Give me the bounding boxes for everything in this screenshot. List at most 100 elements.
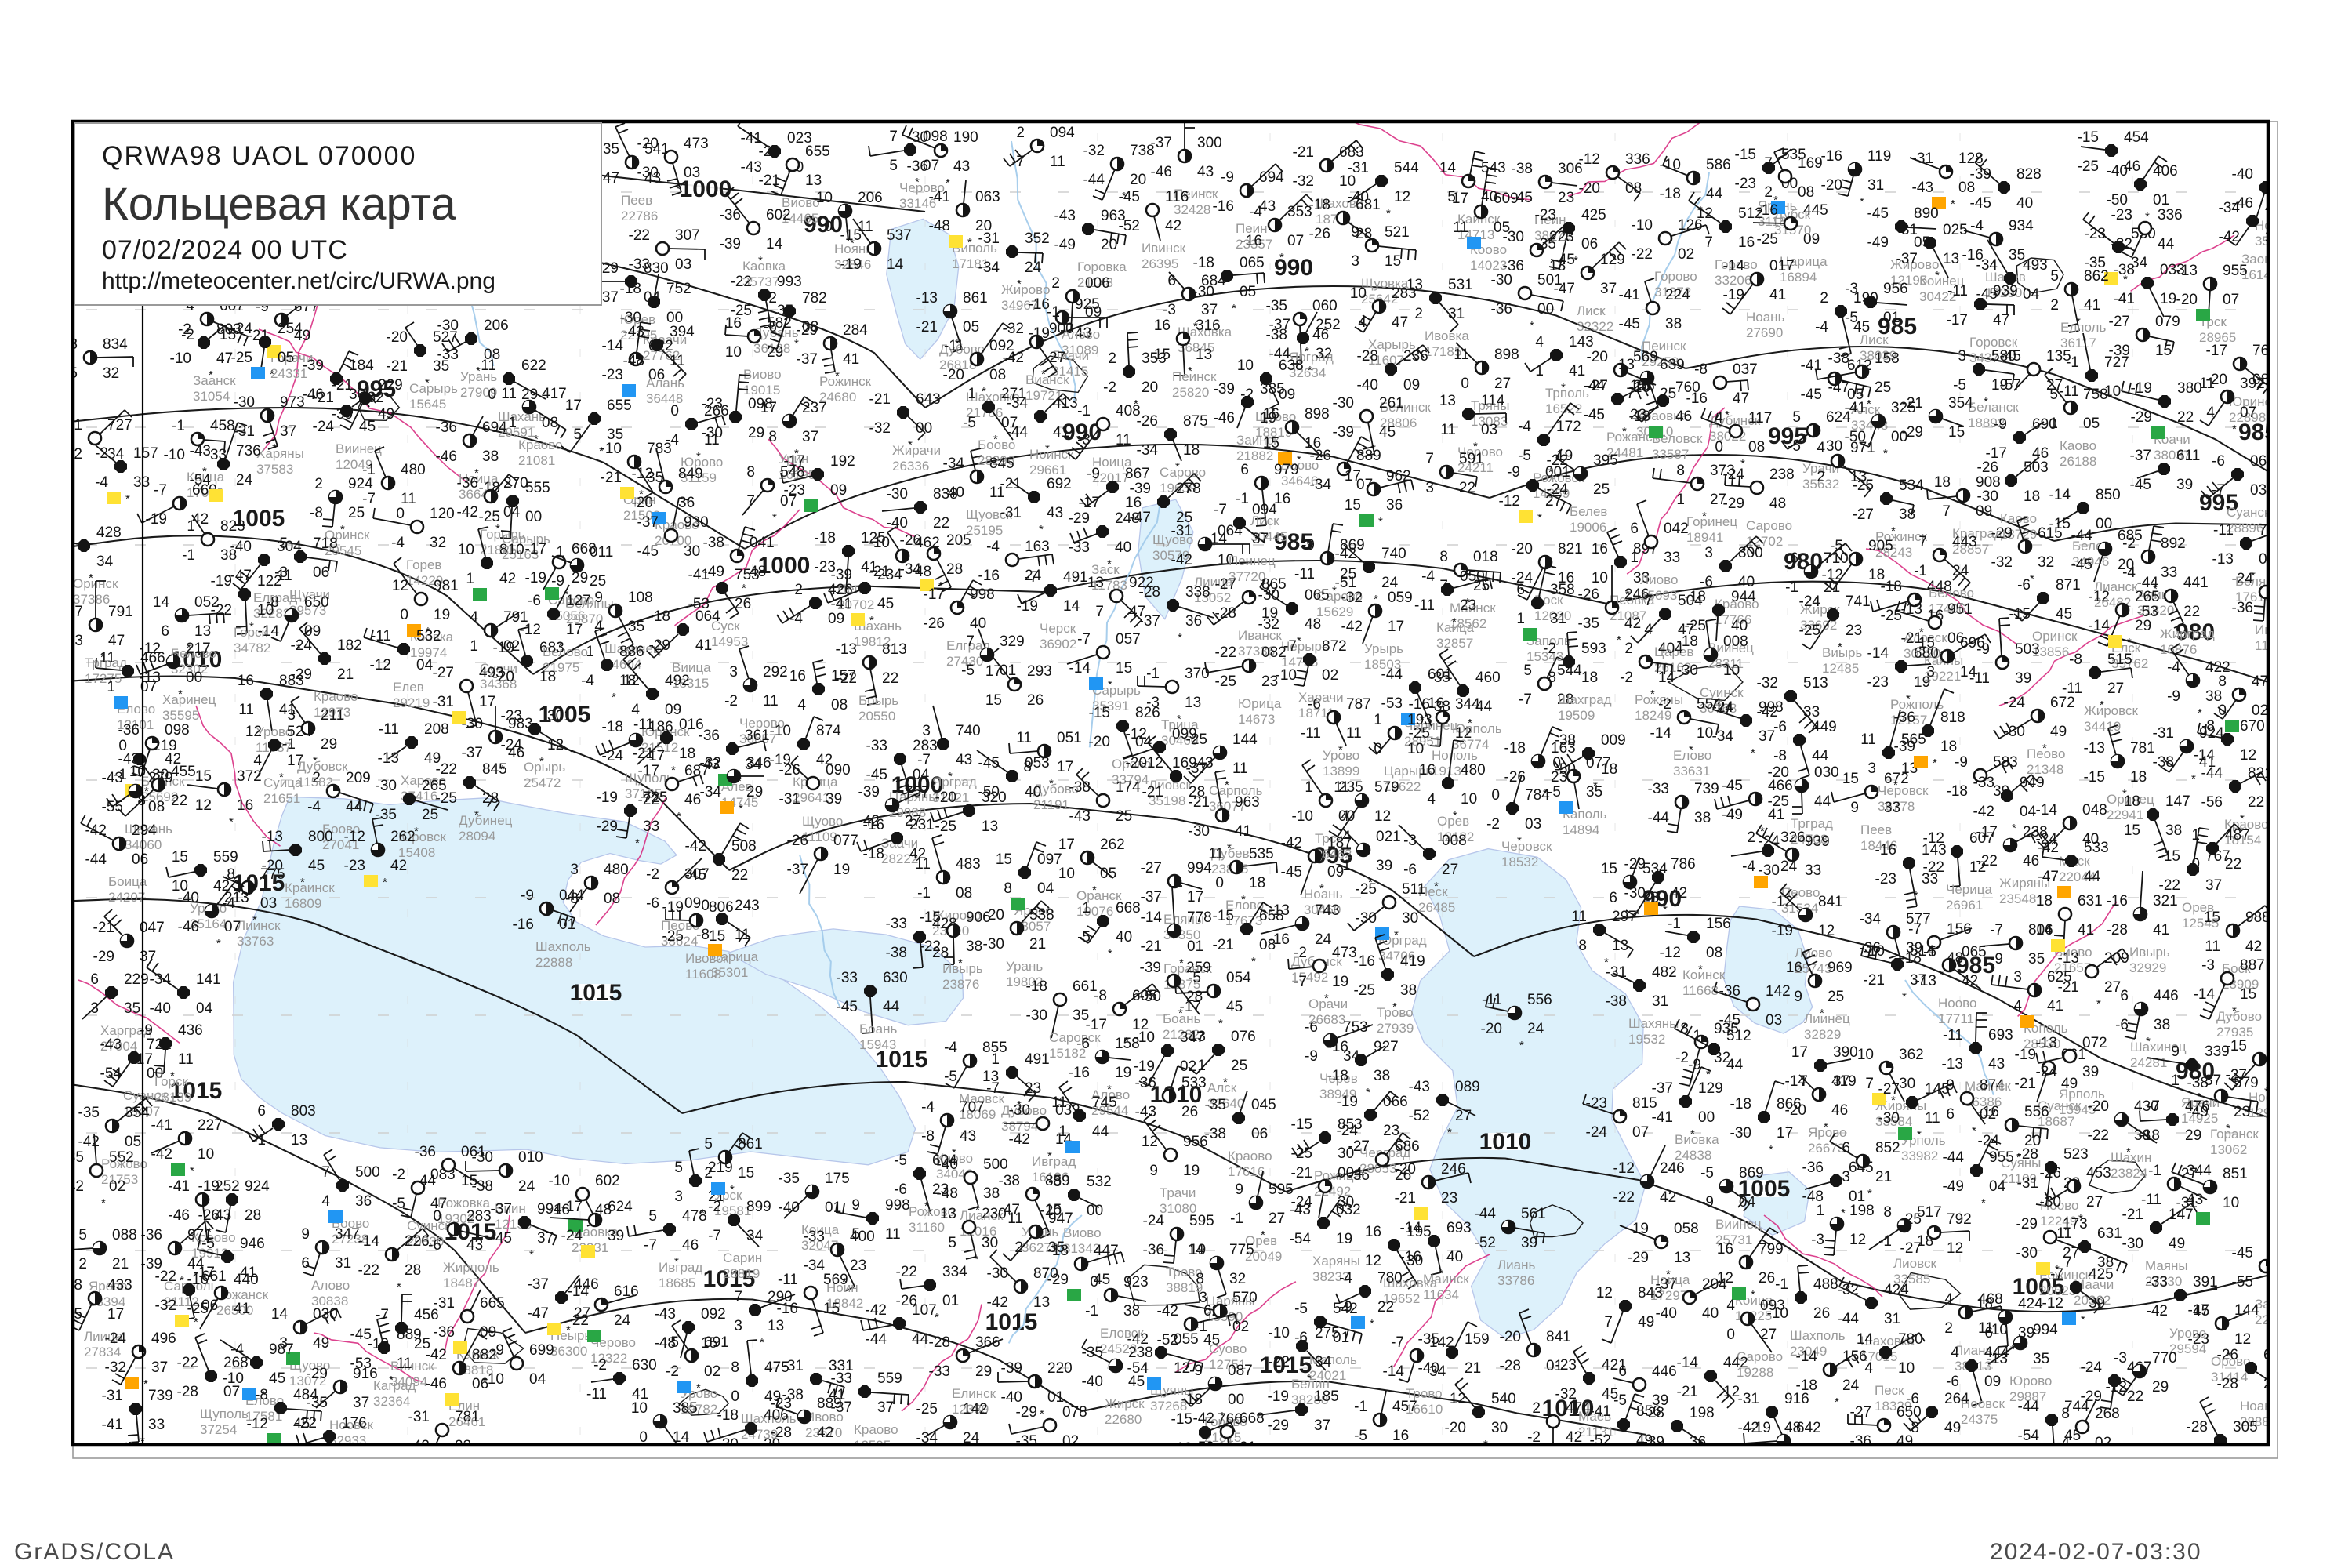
svg-text:569: 569: [823, 1272, 848, 1288]
svg-text:30: 30: [982, 1235, 998, 1251]
svg-text:-32: -32: [1293, 173, 1314, 190]
svg-text:*: *: [1951, 198, 1955, 211]
svg-text:-17: -17: [784, 453, 805, 470]
svg-text:-4: -4: [921, 1099, 935, 1116]
svg-text:4: 4: [1341, 808, 1349, 825]
svg-text:23: 23: [1558, 190, 1574, 206]
svg-text:-4: -4: [1815, 319, 1828, 336]
svg-text:*: *: [270, 368, 274, 381]
svg-text:Горинец: Горинец: [1686, 514, 1737, 529]
svg-text:-29: -29: [1723, 495, 1744, 512]
svg-text:-45: -45: [1281, 864, 1302, 880]
svg-text:531: 531: [1448, 277, 1473, 293]
svg-text:*: *: [742, 582, 746, 595]
svg-text:14: 14: [153, 594, 170, 611]
svg-text:-14: -14: [358, 1233, 380, 1250]
svg-text:006: 006: [1085, 275, 1110, 292]
svg-text:47: 47: [1733, 390, 1749, 407]
svg-text:413: 413: [1053, 395, 1078, 412]
svg-text:655: 655: [805, 143, 830, 160]
svg-text:-4: -4: [2009, 998, 2022, 1014]
svg-text:-9: -9: [1087, 466, 1100, 482]
svg-text:-1: -1: [1668, 916, 1681, 932]
svg-text:294: 294: [132, 822, 157, 839]
svg-text:-12: -12: [370, 657, 391, 673]
svg-text:16: 16: [1419, 762, 1436, 779]
svg-text:01: 01: [1047, 1389, 1064, 1406]
svg-text:18: 18: [1581, 670, 1598, 686]
svg-text:158: 158: [1875, 350, 1900, 367]
svg-text:-1: -1: [182, 547, 195, 564]
svg-text:334: 334: [942, 1264, 967, 1280]
svg-text:-26: -26: [1578, 586, 1599, 603]
svg-text:14: 14: [2036, 922, 2053, 938]
svg-text:25472: 25472: [524, 775, 561, 790]
svg-text:-14: -14: [602, 338, 624, 354]
svg-text:28: 28: [946, 561, 963, 578]
svg-text:-27: -27: [1141, 860, 1162, 877]
svg-text:-18: -18: [1327, 1068, 1348, 1084]
svg-text:-50: -50: [1140, 989, 1161, 1005]
svg-text:018: 018: [1473, 549, 1498, 565]
svg-text:*: *: [194, 1316, 198, 1329]
svg-text:090: 090: [826, 762, 851, 779]
svg-text:-19: -19: [1723, 287, 1744, 303]
svg-text:424: 424: [1884, 1282, 1909, 1298]
svg-text:-29: -29: [797, 322, 818, 339]
svg-text:874: 874: [1980, 1077, 2005, 1094]
svg-text:27: 27: [1269, 1210, 1285, 1227]
svg-text:04: 04: [1989, 1178, 2006, 1195]
svg-text:639: 639: [1660, 357, 1685, 373]
svg-text:-20: -20: [637, 136, 659, 152]
svg-text:7: 7: [1095, 604, 1104, 620]
svg-text:-1: -1: [1146, 666, 1160, 682]
svg-text:087: 087: [1228, 1363, 1253, 1379]
svg-text:12: 12: [1849, 1232, 1866, 1248]
svg-text:307: 307: [675, 227, 700, 244]
svg-text:-17: -17: [1086, 1017, 1107, 1033]
svg-text:-43: -43: [623, 324, 644, 340]
svg-text:670: 670: [2240, 718, 2265, 735]
svg-text:-6: -6: [2212, 453, 2225, 470]
svg-text:-18: -18: [863, 846, 884, 862]
svg-text:49: 49: [313, 1335, 329, 1352]
svg-text:13: 13: [194, 623, 211, 640]
svg-text:-18: -18: [1504, 740, 1526, 757]
svg-text:15: 15: [1601, 861, 1617, 877]
svg-text:*: *: [1108, 947, 1112, 960]
svg-text:681: 681: [1356, 197, 1381, 213]
svg-text:12: 12: [195, 797, 212, 814]
svg-text:7: 7: [1918, 534, 1927, 550]
svg-text:998: 998: [1759, 699, 1784, 716]
svg-text:-19: -19: [146, 511, 167, 528]
svg-text:559: 559: [877, 1370, 902, 1387]
svg-text:38: 38: [966, 938, 982, 955]
svg-text:3: 3: [287, 707, 296, 724]
svg-text:-2: -2: [2122, 535, 2136, 552]
svg-text:8: 8: [137, 793, 146, 809]
svg-text:655: 655: [607, 397, 632, 414]
svg-text:-49: -49: [1943, 1178, 1964, 1195]
svg-text:-37: -37: [1896, 251, 1918, 267]
svg-text:Заанск: Заанск: [193, 373, 236, 388]
svg-text:3: 3: [570, 862, 579, 878]
svg-text:-5: -5: [1548, 784, 1561, 800]
svg-text:246: 246: [1660, 1160, 1685, 1177]
svg-text:-17: -17: [1180, 999, 1201, 1015]
svg-text:-45: -45: [1722, 778, 1743, 794]
svg-text:041: 041: [750, 535, 775, 551]
svg-text:-12: -12: [520, 622, 541, 638]
svg-text:011: 011: [590, 544, 613, 561]
svg-text:799: 799: [1759, 1241, 1784, 1258]
svg-text:-1: -1: [917, 885, 931, 902]
svg-text:973: 973: [280, 394, 305, 411]
svg-text:*: *: [1040, 1407, 1044, 1421]
svg-text:5: 5: [704, 1136, 713, 1152]
svg-text:49: 49: [378, 406, 394, 423]
svg-text:Сарин: Сарин: [723, 1250, 762, 1265]
svg-text:-8: -8: [1773, 748, 1787, 764]
svg-text:Каово: Каово: [2060, 438, 2096, 453]
svg-text:-34: -34: [2219, 200, 2241, 216]
svg-text:-15: -15: [1213, 908, 1234, 924]
svg-text:0: 0: [2218, 702, 2227, 719]
